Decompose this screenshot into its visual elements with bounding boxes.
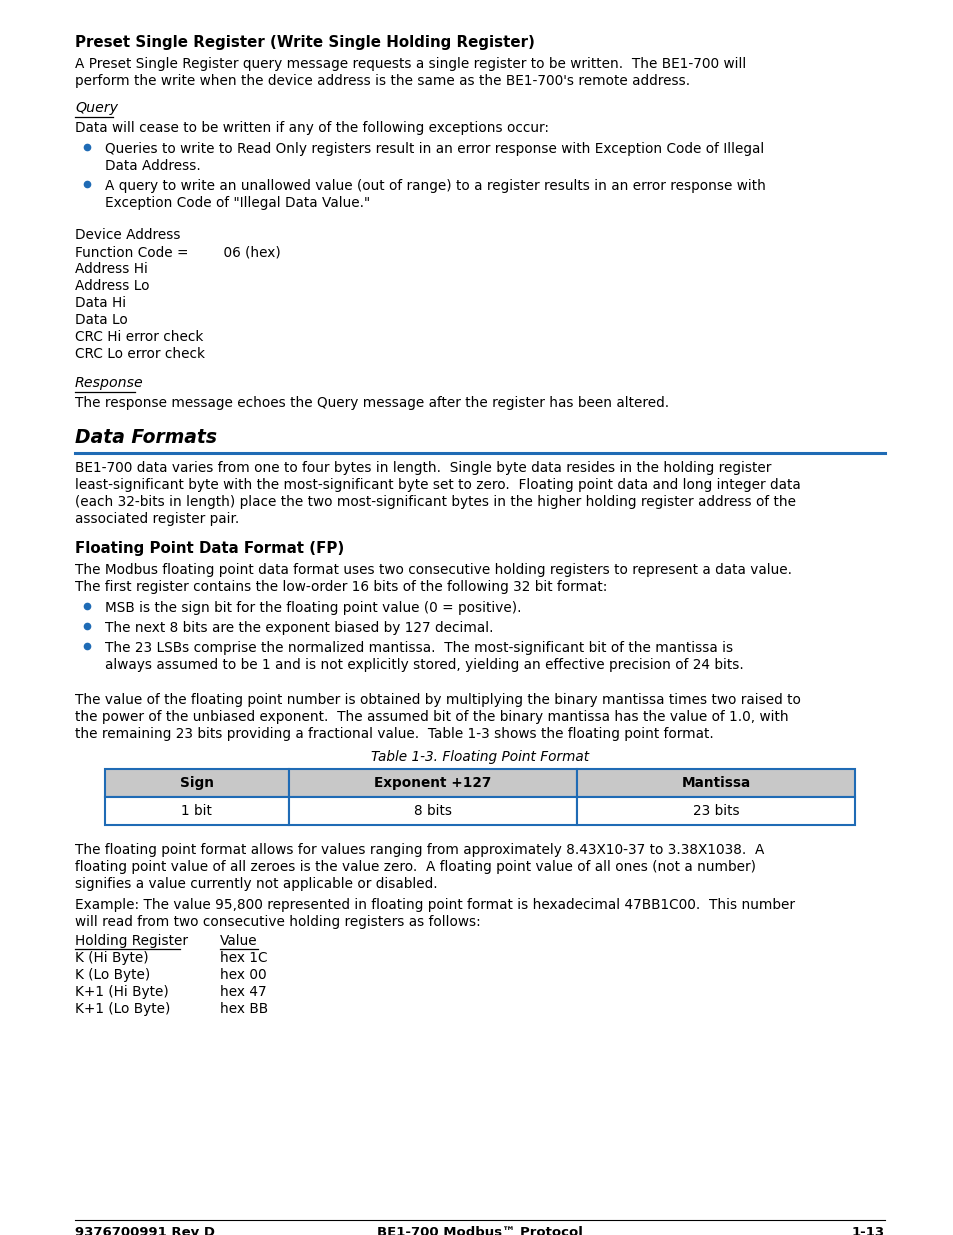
- Text: CRC Hi error check: CRC Hi error check: [75, 330, 203, 345]
- Text: signifies a value currently not applicable or disabled.: signifies a value currently not applicab…: [75, 877, 437, 890]
- Text: Example: The value 95,800 represented in floating point format is hexadecimal 47: Example: The value 95,800 represented in…: [75, 898, 794, 911]
- Text: The value of the floating point number is obtained by multiplying the binary man: The value of the floating point number i…: [75, 693, 800, 706]
- Text: The Modbus floating point data format uses two consecutive holding registers to : The Modbus floating point data format us…: [75, 563, 791, 577]
- Text: K (Hi Byte): K (Hi Byte): [75, 951, 149, 965]
- Text: hex 00: hex 00: [220, 968, 266, 982]
- Text: hex 47: hex 47: [220, 986, 266, 999]
- Text: the remaining 23 bits providing a fractional value.  Table 1-3 shows the floatin: the remaining 23 bits providing a fracti…: [75, 727, 713, 741]
- Text: BE1-700 data varies from one to four bytes in length.  Single byte data resides : BE1-700 data varies from one to four byt…: [75, 461, 771, 475]
- Text: Value: Value: [220, 934, 257, 948]
- Text: Device Address: Device Address: [75, 228, 180, 242]
- Text: hex 1C: hex 1C: [220, 951, 267, 965]
- Bar: [577, 797, 854, 825]
- Text: Table 1-3. Floating Point Format: Table 1-3. Floating Point Format: [371, 750, 588, 764]
- Text: The first register contains the low-order 16 bits of the following 32 bit format: The first register contains the low-orde…: [75, 580, 607, 594]
- Text: 23 bits: 23 bits: [692, 804, 739, 818]
- Text: K (Lo Byte): K (Lo Byte): [75, 968, 150, 982]
- Text: Data will cease to be written if any of the following exceptions occur:: Data will cease to be written if any of …: [75, 121, 548, 135]
- Text: Exponent +127: Exponent +127: [374, 776, 492, 790]
- Text: Sign: Sign: [180, 776, 213, 790]
- Text: Queries to write to Read Only registers result in an error response with Excepti: Queries to write to Read Only registers …: [105, 142, 763, 156]
- Text: 1 bit: 1 bit: [181, 804, 213, 818]
- Text: CRC Lo error check: CRC Lo error check: [75, 347, 205, 361]
- Text: 8 bits: 8 bits: [414, 804, 452, 818]
- Text: Data Hi: Data Hi: [75, 296, 126, 310]
- Text: Response: Response: [75, 375, 144, 390]
- Text: K+1 (Lo Byte): K+1 (Lo Byte): [75, 1002, 171, 1016]
- Bar: [289, 769, 577, 797]
- Text: BE1-700 Modbus™ Protocol: BE1-700 Modbus™ Protocol: [376, 1226, 582, 1235]
- Text: Data Lo: Data Lo: [75, 312, 128, 327]
- Bar: [105, 769, 289, 797]
- Bar: [577, 769, 854, 797]
- Text: K+1 (Hi Byte): K+1 (Hi Byte): [75, 986, 169, 999]
- Text: The response message echoes the Query message after the register has been altere: The response message echoes the Query me…: [75, 396, 668, 410]
- Text: associated register pair.: associated register pair.: [75, 513, 239, 526]
- Text: Exception Code of "Illegal Data Value.": Exception Code of "Illegal Data Value.": [105, 196, 370, 210]
- Text: Data Formats: Data Formats: [75, 429, 216, 447]
- Text: The next 8 bits are the exponent biased by 127 decimal.: The next 8 bits are the exponent biased …: [105, 621, 493, 635]
- Text: The floating point format allows for values ranging from approximately 8.43X10-3: The floating point format allows for val…: [75, 844, 763, 857]
- Text: always assumed to be 1 and is not explicitly stored, yielding an effective preci: always assumed to be 1 and is not explic…: [105, 658, 743, 672]
- Text: Query: Query: [75, 101, 118, 115]
- Text: Mantissa: Mantissa: [680, 776, 750, 790]
- Bar: [105, 797, 289, 825]
- Text: Holding Register: Holding Register: [75, 934, 188, 948]
- Text: (each 32-bits in length) place the two most-significant bytes in the higher hold: (each 32-bits in length) place the two m…: [75, 495, 795, 509]
- Text: Floating Point Data Format (FP): Floating Point Data Format (FP): [75, 541, 344, 556]
- Text: will read from two consecutive holding registers as follows:: will read from two consecutive holding r…: [75, 915, 480, 929]
- Text: The 23 LSBs comprise the normalized mantissa.  The most-significant bit of the m: The 23 LSBs comprise the normalized mant…: [105, 641, 732, 655]
- Text: Address Lo: Address Lo: [75, 279, 150, 293]
- Text: Preset Single Register (Write Single Holding Register): Preset Single Register (Write Single Hol…: [75, 35, 535, 49]
- Text: the power of the unbiased exponent.  The assumed bit of the binary mantissa has : the power of the unbiased exponent. The …: [75, 710, 788, 724]
- Text: least-significant byte with the most-significant byte set to zero.  Floating poi: least-significant byte with the most-sig…: [75, 478, 800, 492]
- Text: 1-13: 1-13: [851, 1226, 884, 1235]
- Text: hex BB: hex BB: [220, 1002, 268, 1016]
- Text: A Preset Single Register query message requests a single register to be written.: A Preset Single Register query message r…: [75, 57, 745, 70]
- Text: MSB is the sign bit for the floating point value (0 = positive).: MSB is the sign bit for the floating poi…: [105, 601, 521, 615]
- Bar: [289, 797, 577, 825]
- Text: A query to write an unallowed value (out of range) to a register results in an e: A query to write an unallowed value (out…: [105, 179, 765, 193]
- Text: Data Address.: Data Address.: [105, 159, 200, 173]
- Text: Address Hi: Address Hi: [75, 262, 148, 275]
- Text: floating point value of all zeroes is the value zero.  A floating point value of: floating point value of all zeroes is th…: [75, 860, 755, 874]
- Text: Function Code =        06 (hex): Function Code = 06 (hex): [75, 245, 280, 259]
- Text: 9376700991 Rev D: 9376700991 Rev D: [75, 1226, 214, 1235]
- Text: perform the write when the device address is the same as the BE1-700's remote ad: perform the write when the device addres…: [75, 74, 689, 88]
